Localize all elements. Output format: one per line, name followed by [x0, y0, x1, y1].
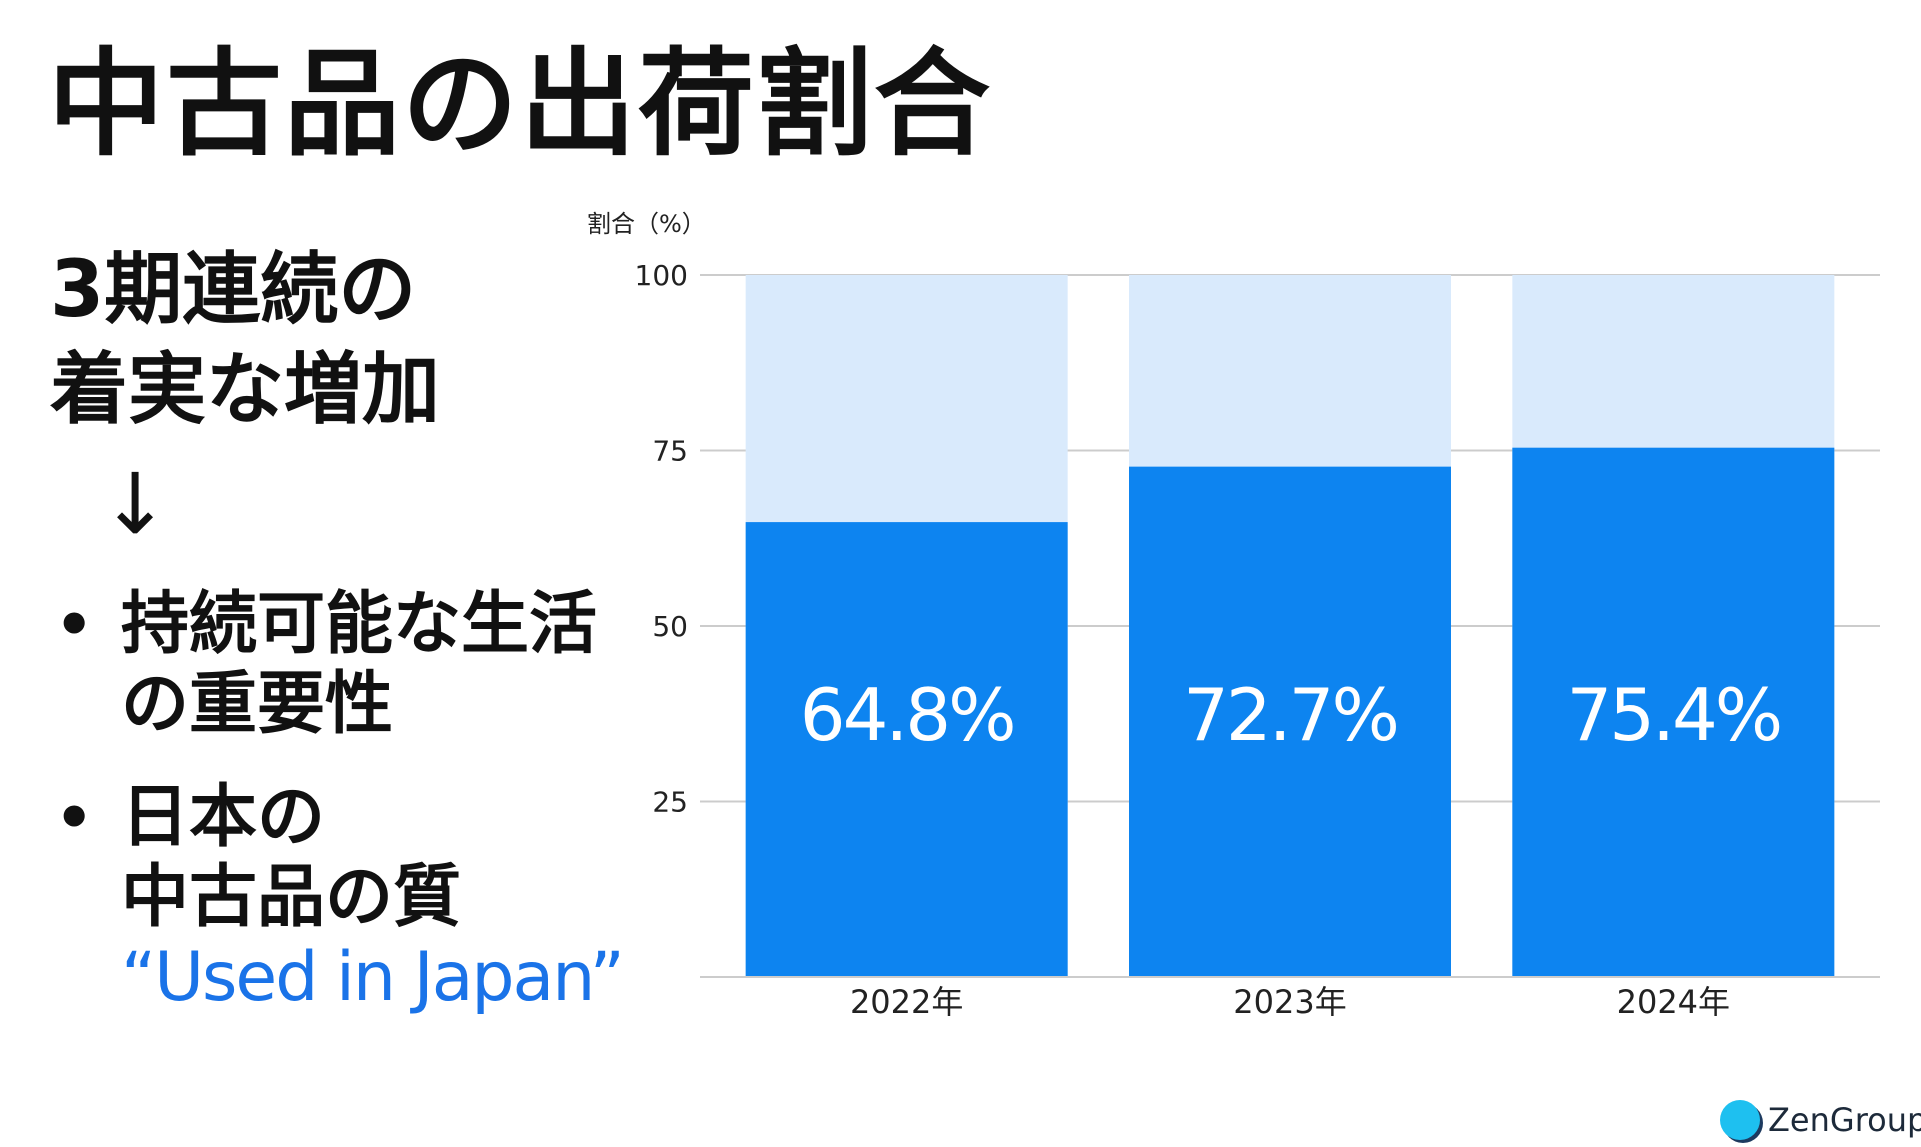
data-label-2024年: 75.4% — [1566, 673, 1780, 757]
bullet-2-line-2: 中古品の質 — [121, 858, 462, 937]
zengroup-logo: ZenGroup — [1720, 1100, 1921, 1140]
y-tick-label-75: 75 — [652, 435, 688, 468]
bullet-dot-icon: • — [55, 783, 94, 853]
y-tick-label-100: 100 — [635, 259, 688, 292]
x-tick-label-2023年: 2023年 — [1233, 983, 1346, 1021]
bar-2023年 — [1129, 466, 1451, 977]
bullet-2-accent: “Used in Japan” — [121, 938, 625, 1017]
bullet-2-line-1: 日本の — [121, 778, 326, 857]
bullet-dot-icon: • — [55, 590, 94, 660]
zengroup-logo-icon — [1720, 1100, 1760, 1140]
bullet-1-line-1: 持続可能な生活 — [121, 585, 598, 664]
y-axis-label: 割合（%） — [587, 210, 706, 238]
bullet-1-line-2: の重要性 — [121, 665, 394, 744]
y-tick-label-50: 50 — [652, 610, 688, 643]
headline: 3期連続の 着実な増加 — [50, 240, 440, 440]
y-tick-label-25: 25 — [652, 786, 688, 819]
logo-text: ZenGroup — [1768, 1101, 1921, 1139]
page-title: 中古品の出荷割合 — [48, 37, 992, 172]
headline-line-2: 着実な増加 — [50, 345, 441, 435]
x-tick-label-2022年: 2022年 — [850, 983, 963, 1021]
down-arrow-icon: ↓ — [100, 455, 171, 553]
bar-2022年 — [745, 522, 1068, 977]
bar-2024年 — [1512, 447, 1835, 977]
data-label-2023年: 72.7% — [1183, 673, 1397, 757]
headline-line-1: 3期連続の — [50, 245, 417, 335]
data-label-2022年: 64.8% — [800, 673, 1014, 757]
x-tick-label-2024年: 2024年 — [1617, 983, 1730, 1021]
